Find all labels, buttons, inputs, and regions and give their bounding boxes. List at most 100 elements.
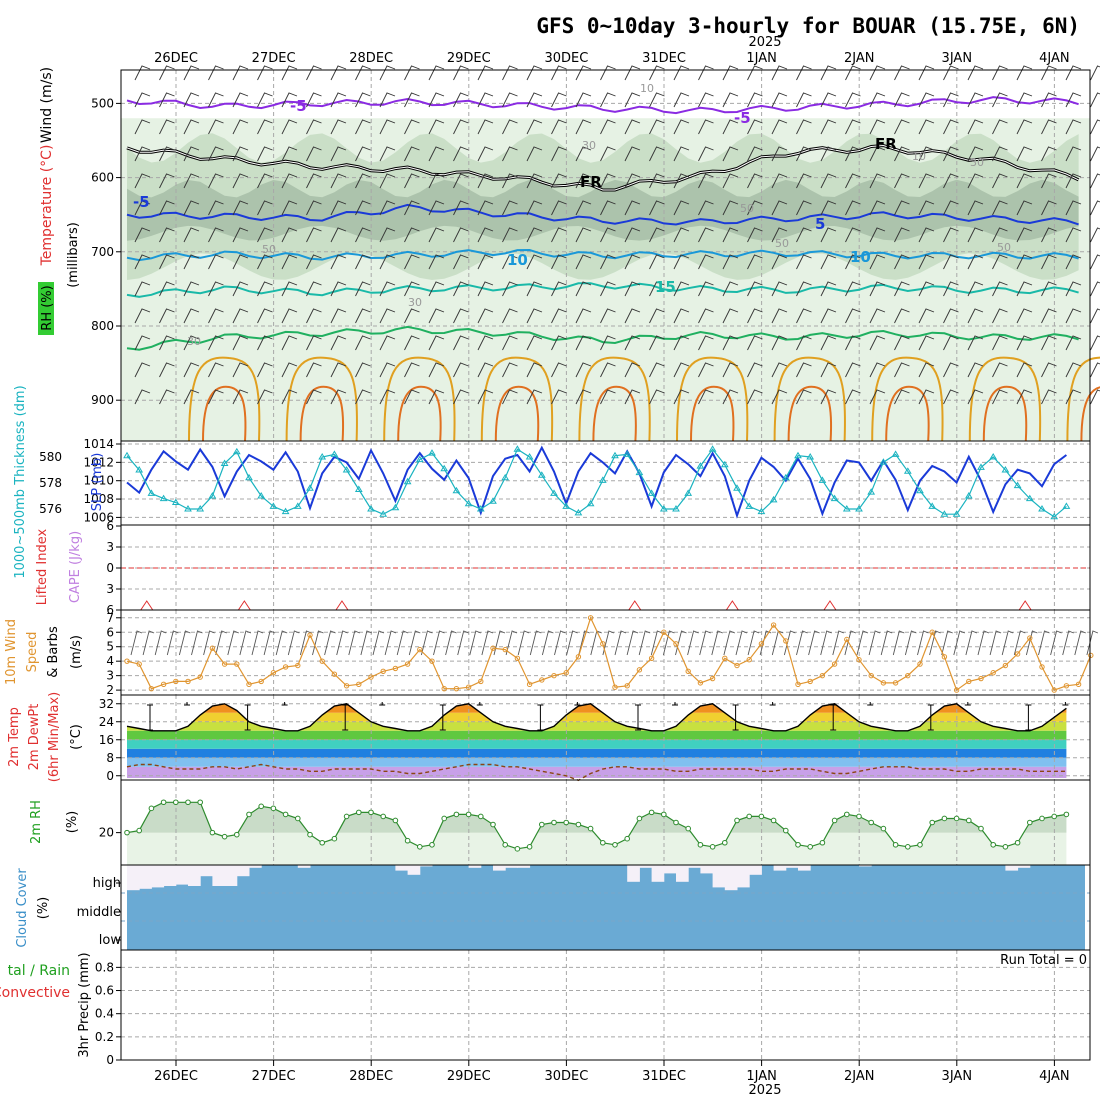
- precip-axis-label: 3hr Precip (mm): [77, 952, 92, 1057]
- rh2m-marker: [709, 844, 716, 850]
- wind10-marker: [953, 687, 960, 693]
- wind-barb: [355, 200, 371, 216]
- rh2m-marker: [465, 811, 472, 818]
- wind-barb: [967, 173, 984, 189]
- temp-minmax-bar: [732, 704, 739, 731]
- wind-barb: [306, 335, 322, 351]
- temp-minmax-bar: [867, 702, 874, 706]
- wind10-marker: [746, 657, 752, 663]
- wind-barb: [943, 146, 959, 162]
- wind-barb: [330, 92, 347, 108]
- pressure-tick-label: 800: [91, 319, 114, 333]
- thickness-marker: [293, 502, 302, 509]
- wind-barb: [355, 335, 371, 351]
- isotherm-30-loop: [690, 385, 735, 442]
- wind-barb: [698, 227, 714, 243]
- wind-barb: [1065, 389, 1082, 405]
- wind10-barb: [420, 630, 433, 656]
- wind10-barb: [142, 630, 155, 656]
- thickness-tick-label: 576: [39, 502, 62, 516]
- wind-barb: [918, 389, 935, 405]
- wind-barb: [428, 227, 445, 243]
- wind-barb: [330, 281, 347, 297]
- wind-barb: [428, 200, 445, 216]
- wind10-marker: [1039, 664, 1045, 670]
- rh2m-marker: [441, 815, 448, 822]
- cape-peak: [628, 600, 642, 611]
- wind10-marker: [246, 681, 252, 688]
- wind-barb: [722, 254, 739, 270]
- wind-barb: [379, 200, 396, 216]
- wind-barb: [992, 119, 1008, 135]
- wind10-barb: [965, 630, 978, 656]
- rh2m-marker: [990, 841, 997, 848]
- wind-barb: [159, 92, 175, 108]
- wind10-marker: [185, 678, 191, 685]
- wind-barb: [428, 308, 445, 324]
- wind-barb: [159, 173, 175, 189]
- cape-peak: [1018, 600, 1032, 611]
- wind10-barb: [408, 630, 421, 656]
- isotherm-25-loop: [285, 356, 358, 442]
- wind-barb: [526, 227, 543, 243]
- wind-barb: [771, 65, 788, 81]
- wind-barb: [918, 119, 935, 135]
- wind-barb: [698, 281, 714, 297]
- wind-barb: [894, 92, 910, 108]
- thickness-marker: [245, 473, 253, 481]
- wind10-marker: [612, 684, 618, 690]
- wind-barb: [771, 146, 788, 162]
- wind-barb: [1016, 227, 1033, 243]
- temp-minmax-bar: [1062, 702, 1069, 706]
- cloud-clear-bar: [224, 865, 238, 886]
- wind10-barb: [880, 630, 893, 656]
- wind10-barb: [215, 630, 227, 656]
- wind10-marker: [844, 636, 850, 643]
- thickness-marker: [428, 449, 436, 456]
- wind-barb: [673, 308, 690, 324]
- wind-barb: [1065, 119, 1082, 135]
- wind-barb: [526, 335, 543, 351]
- thickness-marker: [147, 489, 156, 496]
- wind10-barb: [892, 630, 905, 656]
- wind10-marker: [624, 683, 630, 689]
- rh2m-marker: [917, 841, 923, 848]
- wind-barb: [967, 227, 984, 243]
- wind10-marker: [197, 674, 203, 680]
- wind-barb: [649, 92, 665, 108]
- thickness-marker: [598, 476, 607, 483]
- wind-barb: [134, 335, 151, 351]
- wind10-marker: [648, 655, 655, 661]
- thickness-marker: [1062, 502, 1071, 509]
- wind-barb: [624, 65, 641, 81]
- wind10-marker: [282, 664, 289, 670]
- wind-barb: [208, 389, 224, 405]
- bottom-date-label: 26DEC: [154, 1069, 198, 1084]
- wind-barb: [649, 281, 665, 297]
- wind10-marker: [478, 678, 484, 685]
- wind-barb: [722, 173, 739, 189]
- temp-minmax-bar: [379, 702, 386, 706]
- wind-barb: [551, 119, 567, 135]
- rh2m-marker: [539, 821, 545, 828]
- thickness-marker: [1013, 481, 1022, 489]
- isotherm-label: FR: [580, 173, 602, 191]
- rh2m-marker: [490, 821, 496, 828]
- wind10-marker: [807, 678, 813, 685]
- wind-barb: [845, 146, 861, 162]
- wind-barb: [1065, 281, 1082, 297]
- wind10-barb: [735, 630, 748, 656]
- wind10-barb: [481, 630, 494, 656]
- wind-barb: [624, 362, 641, 378]
- thickness-marker: [745, 502, 754, 509]
- wind-barb: [747, 146, 763, 162]
- wind-barb: [624, 92, 641, 108]
- isotherm-25-loop: [1066, 356, 1100, 442]
- wind-barb: [722, 308, 739, 324]
- wind-barb: [943, 389, 959, 405]
- isotherm-30-loop: [397, 385, 442, 442]
- wind-barb: [208, 200, 224, 216]
- wind-barb: [453, 281, 469, 297]
- wind-barb: [1041, 200, 1057, 216]
- thickness-marker: [281, 507, 290, 515]
